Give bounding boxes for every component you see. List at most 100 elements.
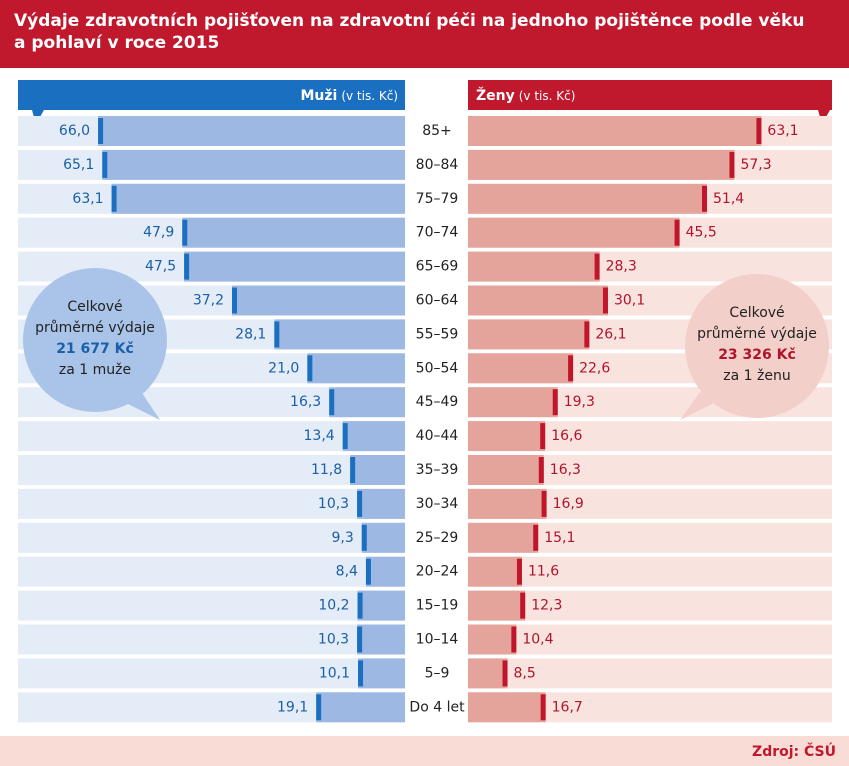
row-bg (468, 556, 832, 587)
value-label: 19,1 (277, 699, 308, 715)
bar (316, 692, 405, 723)
annotation: průměrné výdaje (697, 326, 817, 342)
value-label: 21,0 (268, 360, 299, 376)
men-header (18, 80, 405, 110)
bar (468, 353, 574, 384)
category-label: 30–34 (416, 496, 459, 512)
bar-end (342, 423, 348, 450)
bar (357, 624, 405, 655)
value-label: 65,1 (63, 157, 94, 173)
value-label: 16,3 (290, 394, 321, 410)
bar (184, 251, 405, 282)
row-bg (468, 590, 832, 621)
unit: (v tis. Kč) (341, 89, 398, 103)
value-label: 16,9 (553, 496, 584, 512)
bar-end (729, 151, 735, 178)
bar-end (184, 253, 190, 280)
annotation: za 1 muže (59, 362, 131, 378)
row-bg (18, 522, 405, 553)
value-label: 57,3 (740, 157, 771, 173)
category-label: 80–84 (416, 157, 459, 173)
value-label: 28,3 (606, 259, 637, 275)
bar-end (568, 355, 574, 382)
women-header-text: Ženy (v tis. Kč) (476, 87, 575, 104)
bar-end (350, 457, 356, 483)
row-bg (468, 658, 832, 689)
bar-end (552, 389, 558, 416)
value-label: 30,1 (614, 293, 645, 309)
bar (274, 319, 405, 350)
men-header-text: Muži (v tis. Kč) (300, 88, 398, 104)
value-label: 22,6 (579, 360, 610, 376)
bar-end (102, 151, 108, 178)
value-label: 63,1 (72, 191, 103, 207)
bar (468, 421, 546, 452)
bar-end (329, 389, 335, 416)
bar-end (111, 185, 117, 212)
bar-end (511, 626, 517, 653)
value-label: 10,3 (318, 632, 349, 648)
value-label: 47,9 (143, 225, 174, 241)
category-label: 40–44 (416, 428, 459, 444)
bar (182, 217, 405, 248)
value-label: 8,5 (514, 665, 536, 681)
annotation: za 1 ženu (723, 368, 790, 384)
bar-end (520, 592, 526, 619)
bar (350, 455, 405, 485)
category-label: 70–74 (416, 225, 459, 241)
bar-end (584, 321, 590, 348)
bar (98, 116, 405, 146)
bar-end (533, 524, 539, 551)
category-label: 60–64 (416, 293, 459, 309)
row-bg (18, 556, 405, 587)
category-label: 85+ (422, 123, 452, 139)
category-label: 15–19 (416, 598, 459, 614)
category-label: 35–39 (416, 462, 459, 478)
bar (468, 556, 522, 587)
bar-end (756, 118, 762, 144)
bar-end (702, 185, 708, 212)
row-bg (468, 624, 832, 655)
row-bg (18, 624, 405, 655)
value-label: 51,4 (713, 191, 744, 207)
value-label: 45,5 (686, 225, 717, 241)
bar (468, 285, 608, 316)
bar-end (516, 558, 522, 585)
bubble (685, 274, 829, 418)
bar (329, 387, 405, 418)
value-label: 12,3 (531, 598, 562, 614)
row-bg (18, 590, 405, 621)
bar (358, 658, 405, 689)
bar (307, 353, 405, 384)
value-label: 19,3 (564, 394, 595, 410)
row-bg (18, 658, 405, 689)
bar-end (307, 355, 313, 382)
series-name: Muži (300, 88, 337, 104)
bar-end (674, 219, 680, 246)
value-label: 66,0 (59, 123, 90, 139)
bubble (23, 268, 167, 412)
bar (361, 522, 405, 553)
bar (468, 488, 547, 519)
bar-end (502, 660, 508, 687)
value-label: 37,2 (193, 293, 224, 309)
category-label: 10–14 (416, 632, 459, 648)
bar (232, 285, 405, 316)
value-label: 47,5 (145, 259, 176, 275)
category-label: 75–79 (416, 191, 459, 207)
footer (0, 736, 849, 766)
bar-end (316, 694, 322, 721)
row-bg (18, 455, 405, 485)
value-label: 10,2 (318, 598, 349, 614)
bar (468, 217, 680, 248)
value-label: 10,1 (319, 665, 350, 681)
value-label: 63,1 (767, 123, 798, 139)
value-label: 10,4 (522, 632, 553, 648)
bar-end (361, 524, 367, 551)
bar (468, 116, 762, 146)
category-label: 65–69 (416, 259, 459, 275)
value-label: 8,4 (336, 564, 358, 580)
annotation: Celkové (67, 299, 122, 315)
annotation: 21 677 Kč (56, 341, 134, 357)
